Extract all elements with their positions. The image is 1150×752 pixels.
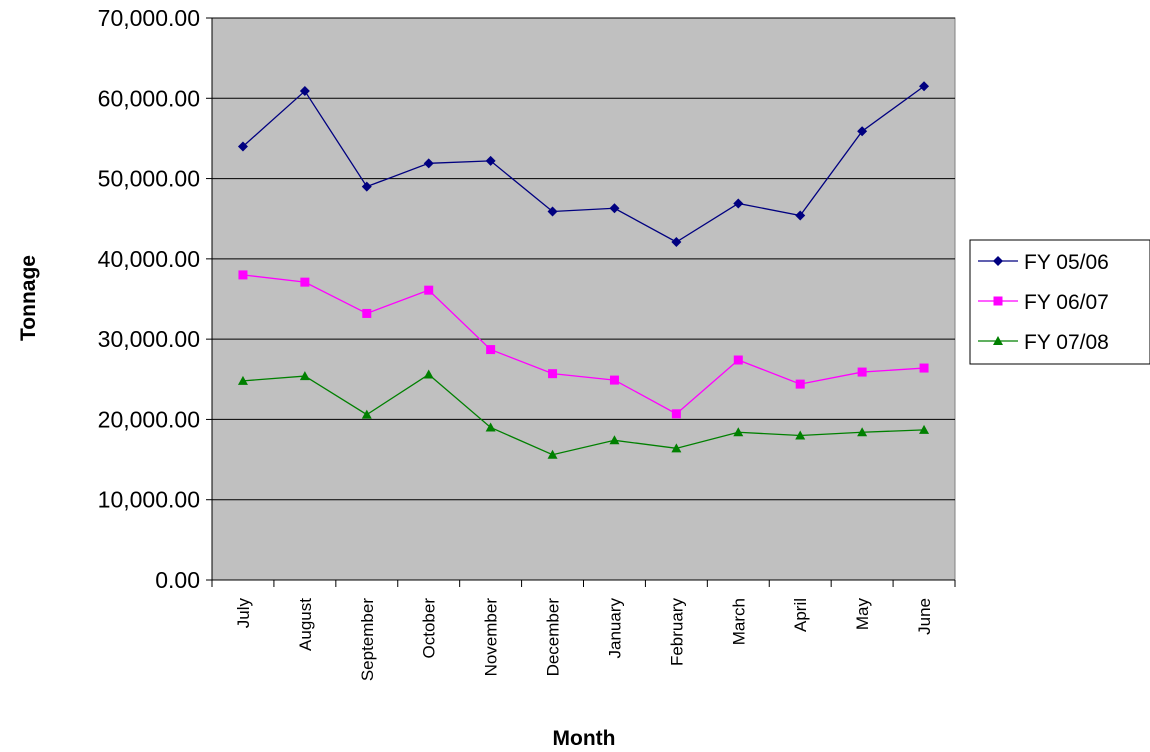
- x-tick-label: December: [544, 598, 563, 677]
- x-tick-label: March: [729, 598, 748, 645]
- series-line: [242, 85, 925, 243]
- data-point: [424, 285, 434, 295]
- x-tick-label: May: [853, 598, 872, 631]
- legend-label: FY 06/07: [1024, 291, 1109, 314]
- data-point: [609, 203, 620, 214]
- data-point: [733, 355, 743, 365]
- data-point: [671, 443, 682, 453]
- x-tick-label: February: [667, 598, 686, 667]
- data-point: [919, 424, 930, 434]
- x-tick-label: June: [915, 598, 934, 635]
- data-point: [547, 206, 558, 217]
- axes: [206, 17, 956, 587]
- data-point: [857, 367, 867, 377]
- plot-area: [211, 17, 956, 581]
- data-point: [361, 409, 372, 419]
- data-point: [795, 210, 806, 221]
- y-tick-label: 20,000.00: [98, 406, 200, 432]
- data-point: [485, 155, 496, 166]
- legend-marker: [993, 336, 1003, 345]
- data-point: [609, 375, 619, 385]
- data-point: [299, 86, 310, 97]
- series-line: [242, 274, 925, 415]
- data-point: [795, 379, 805, 389]
- y-tick-label: 60,000.00: [98, 85, 200, 111]
- data-point: [857, 427, 868, 437]
- data-point: [548, 369, 558, 379]
- gridlines: [212, 17, 955, 501]
- y-tick-labels: 0.00 10,000.00 20,000.00 30,000.00 40,000.00…: [98, 5, 200, 593]
- data-point: [919, 363, 929, 373]
- series-lines: [237, 81, 930, 459]
- data-point: [238, 270, 248, 280]
- x-tick-labels: July August September October November Decemb…: [234, 598, 934, 682]
- x-tick-label: January: [605, 598, 624, 659]
- data-point: [671, 409, 681, 419]
- y-tick-label: 30,000.00: [98, 326, 200, 352]
- data-point: [609, 435, 620, 445]
- data-point: [361, 181, 372, 192]
- x-tick-label: October: [420, 598, 439, 659]
- data-point: [423, 369, 434, 379]
- series-1: [237, 81, 930, 247]
- x-tick-label: July: [234, 598, 253, 629]
- data-point: [671, 236, 682, 247]
- data-point: [795, 430, 806, 440]
- y-axis-title: Tonnage: [17, 255, 40, 341]
- data-point: [237, 141, 248, 152]
- data-point: [733, 198, 744, 209]
- x-tick-label: November: [482, 598, 501, 677]
- legend-label: FY 07/08: [1024, 331, 1109, 354]
- data-point: [547, 449, 558, 459]
- data-point: [423, 158, 434, 169]
- legend-marker: [993, 296, 1003, 306]
- data-point: [485, 422, 496, 432]
- data-point: [299, 371, 310, 381]
- x-tick-label: September: [358, 598, 377, 681]
- legend-label: FY 05/06: [1024, 251, 1109, 274]
- x-axis-title: Month: [553, 727, 616, 750]
- legend: FY 05/06 FY 06/07 FY 07/08: [969, 239, 1150, 365]
- y-tick-label: 70,000.00: [98, 5, 200, 31]
- data-point: [486, 345, 496, 355]
- x-tick-label: August: [296, 598, 315, 651]
- y-tick-label: 10,000.00: [98, 487, 200, 513]
- series-line: [242, 373, 925, 456]
- data-point: [919, 81, 930, 92]
- data-point: [300, 277, 310, 287]
- y-tick-label: 40,000.00: [98, 246, 200, 272]
- legend-marker: [993, 256, 1003, 266]
- data-point: [857, 126, 868, 137]
- y-tick-label: 50,000.00: [98, 166, 200, 192]
- data-point: [733, 427, 744, 437]
- series-3: [237, 369, 930, 459]
- x-tick-label: April: [791, 598, 810, 632]
- series-2: [238, 270, 929, 419]
- data-point: [362, 308, 372, 318]
- data-point: [237, 375, 248, 385]
- y-tick-label: 0.00: [155, 567, 200, 593]
